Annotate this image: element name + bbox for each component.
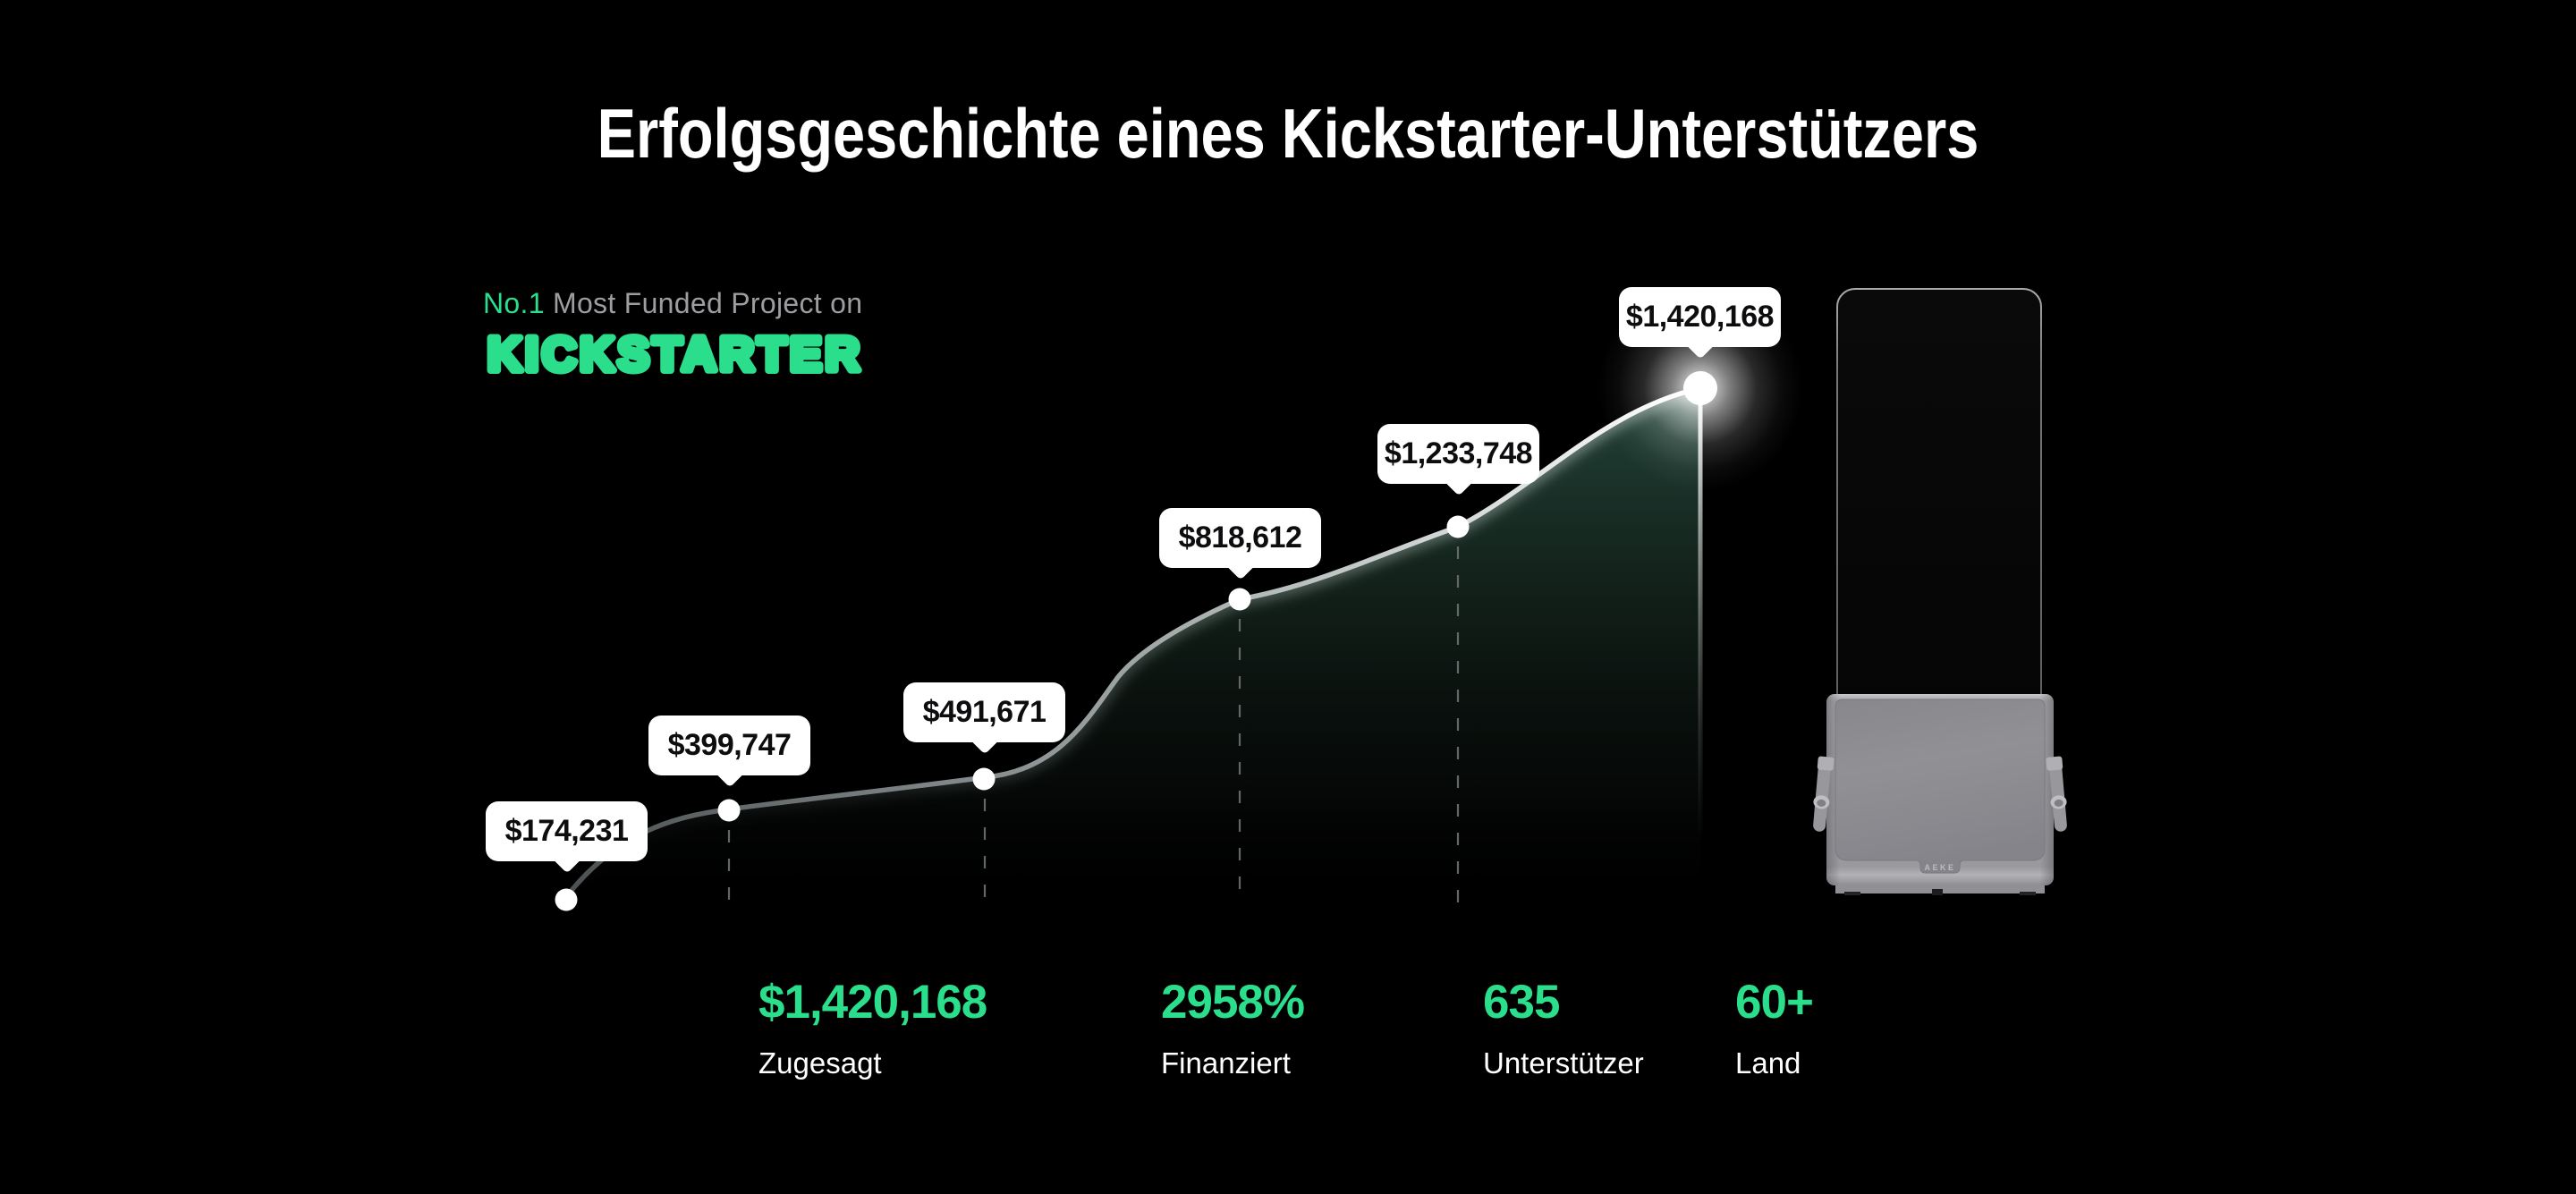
svg-text:KICKSTARTER: KICKSTARTER xyxy=(487,328,863,381)
svg-text:AEKE: AEKE xyxy=(1924,863,1955,872)
